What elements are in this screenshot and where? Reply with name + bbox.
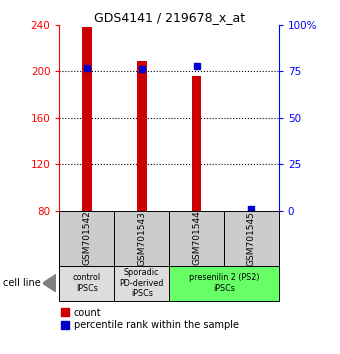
Bar [114,266,169,301]
Text: Sporadic
PD-derived
iPSCs: Sporadic PD-derived iPSCs [120,268,164,298]
Bar [59,211,114,266]
Bar [169,211,224,266]
Title: GDS4141 / 219678_x_at: GDS4141 / 219678_x_at [94,11,245,24]
Bar [114,211,169,266]
Text: cell line: cell line [3,278,41,288]
Legend: count, percentile rank within the sample: count, percentile rank within the sample [61,308,239,330]
Polygon shape [42,274,56,292]
Bar [192,76,202,211]
Text: presenilin 2 (PS2)
iPSCs: presenilin 2 (PS2) iPSCs [189,274,259,293]
Bar [224,211,279,266]
Text: GSM701544: GSM701544 [192,211,201,266]
Text: control
IPSCs: control IPSCs [73,274,101,293]
Text: GSM701542: GSM701542 [82,211,91,266]
Bar [137,61,147,211]
Bar [59,266,114,301]
Bar [169,266,279,301]
Bar [82,27,92,211]
Text: GSM701543: GSM701543 [137,211,146,266]
Text: GSM701545: GSM701545 [247,211,256,266]
